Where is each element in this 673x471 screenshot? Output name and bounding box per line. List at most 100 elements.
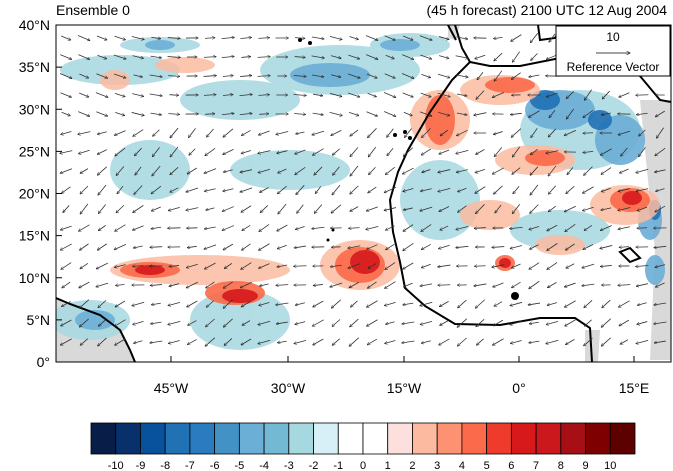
- wind-arrow: [258, 150, 271, 154]
- wind-arrow: [221, 56, 234, 57]
- wind-arrow: [456, 246, 469, 247]
- wind-arrow: [131, 112, 145, 115]
- wind-arrow: [96, 111, 107, 116]
- wind-arrow: [530, 166, 539, 176]
- wind-arrow: [656, 188, 665, 192]
- wind-arrow: [188, 320, 197, 326]
- lon-tick-label: 30°W: [271, 380, 306, 396]
- wind-arrow: [205, 318, 215, 327]
- wind-arrow: [331, 129, 342, 135]
- wind-arrow: [350, 129, 359, 136]
- wind-arrow: [60, 54, 72, 60]
- wind-arrow: [618, 285, 631, 286]
- colorbar-swatch: [560, 422, 586, 455]
- wind-arrow: [403, 302, 414, 305]
- colorbar-label: 3: [434, 460, 440, 471]
- wind-arrow: [601, 167, 612, 175]
- wind-arrow: [329, 111, 343, 115]
- wind-arrow: [259, 283, 269, 286]
- wind-arrow: [347, 92, 360, 97]
- wind-arrow: [367, 244, 378, 250]
- wind-arrow: [170, 187, 179, 192]
- wind-arrow: [224, 263, 232, 268]
- wind-arrow: [151, 303, 161, 304]
- wind-arrow: [474, 112, 487, 116]
- wind-arrow: [546, 150, 559, 154]
- wind-arrow: [386, 243, 395, 250]
- colorbar-swatch: [362, 422, 389, 455]
- wind-arrow: [114, 130, 126, 136]
- wind-arrow: [421, 73, 430, 77]
- wind-arrow: [240, 169, 253, 173]
- wind-arrow: [114, 244, 127, 249]
- wind-arrow: [620, 339, 629, 344]
- wind-arrow: [636, 113, 648, 114]
- wind-arrow: [564, 205, 576, 212]
- wind-arrow: [204, 226, 216, 229]
- wind-arrow: [385, 225, 395, 230]
- wind-arrow: [222, 75, 234, 76]
- wind-arrow: [600, 225, 612, 230]
- wind-arrow: [404, 128, 412, 138]
- wind-arrow: [115, 224, 126, 232]
- wind-arrow: [528, 302, 541, 305]
- wind-arrow: [348, 263, 361, 268]
- wind-arrow: [151, 206, 161, 211]
- wind-arrow: [329, 36, 342, 39]
- wind-arrow: [278, 203, 287, 214]
- wind-arrow: [438, 36, 449, 40]
- wind-arrow: [132, 225, 144, 230]
- wind-arrow: [221, 37, 235, 38]
- wind-arrow: [80, 243, 89, 250]
- wind-arrow: [530, 148, 538, 155]
- wind-arrow: [440, 225, 449, 230]
- wind-arrow: [224, 338, 233, 345]
- wind-arrow: [78, 111, 90, 117]
- wind-arrow: [223, 188, 234, 191]
- wind-arrow: [314, 166, 323, 175]
- wind-arrow: [528, 110, 540, 118]
- wind-arrow: [493, 37, 503, 38]
- wind-arrow: [584, 89, 593, 101]
- wind-arrow: [655, 282, 665, 287]
- wind-arrow: [529, 322, 539, 324]
- wind-arrow: [385, 54, 394, 59]
- wind-arrow: [385, 262, 396, 269]
- wind-arrow: [311, 36, 324, 39]
- wind-arrow: [152, 147, 160, 156]
- wind-arrow: [331, 74, 341, 78]
- wind-arrow: [366, 226, 379, 229]
- wind-arrow: [113, 73, 126, 78]
- colorbar-label: 5: [484, 460, 490, 471]
- wind-arrow: [492, 338, 504, 345]
- wind-arrow: [96, 73, 107, 78]
- wind-arrow: [312, 227, 325, 229]
- wind-arrow: [312, 112, 324, 115]
- wind-arrow: [564, 282, 576, 287]
- wind-arrow: [493, 319, 504, 326]
- wind-arrow: [204, 244, 217, 249]
- wind-arrow: [258, 95, 269, 96]
- wind-arrow: [512, 203, 521, 214]
- wind-arrow: [456, 129, 468, 135]
- wind-arrow: [240, 37, 251, 38]
- wind-arrow: [655, 264, 666, 268]
- colorbar-swatch: [189, 422, 216, 455]
- wind-arrow: [133, 129, 144, 137]
- wind-arrow: [278, 168, 287, 173]
- wind-arrow: [115, 147, 126, 156]
- wind-arrow: [294, 266, 307, 267]
- islands: [298, 38, 519, 300]
- wind-arrow: [98, 300, 107, 307]
- wind-arrow: [222, 95, 233, 96]
- reference-vector-box: 10 Reference Vector: [555, 25, 671, 77]
- wind-arrow: [242, 320, 251, 326]
- wind-arrow: [402, 54, 414, 60]
- wind-arrow: [510, 113, 522, 114]
- wind-arrow: [419, 35, 432, 40]
- wind-arrow: [602, 299, 611, 308]
- wind-arrow: [456, 36, 468, 39]
- wind-arrow: [168, 320, 181, 324]
- wind-arrow: [150, 340, 163, 343]
- wind-arrow: [168, 207, 180, 210]
